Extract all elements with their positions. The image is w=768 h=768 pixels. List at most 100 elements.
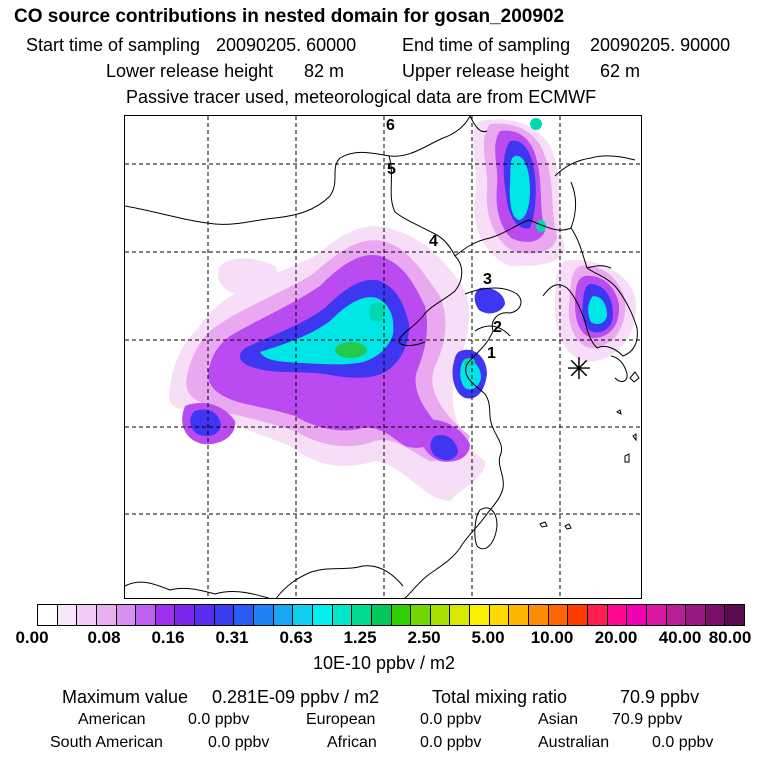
coastline-line [125,581,271,598]
colorbar [37,604,745,626]
border-line [570,181,576,229]
colorbar-tick-5: 1.25 [343,628,377,647]
colorbar-cell [509,605,530,625]
region-value-asian: 70.9 ppbv [612,711,683,728]
plot-title: CO source contributions in nested domain… [14,6,565,27]
region-name-asian: Asian [538,711,579,728]
region-value-south-american: 0.0 ppbv [208,734,270,751]
receptor-asterisk-icon: ✳ [566,352,591,387]
trajectory-label-2: 2 [493,319,502,336]
plume-blue-area [430,435,458,461]
total-mixing-label: Total mixing ratio [432,687,568,707]
plume-peak-area [530,118,542,130]
colorbar-tick-6: 2.50 [407,628,441,647]
colorbar-cell [607,605,628,625]
map-panel: 1 2 3 4 5 6 ✳ [124,115,642,599]
colorbar-cell [489,605,510,625]
colorbar-tick-2: 0.16 [151,628,185,647]
colorbar-cell [195,605,215,625]
coastline-line [610,355,628,382]
lower-height-label: Lower release height [106,61,274,81]
coastline-line [404,287,522,598]
total-mixing-value: 70.9 ppbv [620,687,700,707]
colorbar-cell [587,605,608,625]
island-line [539,521,548,528]
colorbar-cell [214,605,235,625]
plume-cyan-area [509,155,530,220]
colorbar-cell [450,605,471,625]
coastline-line [474,325,511,337]
region-name-african: African [327,734,377,751]
tracer-note: Passive tracer used, meteorological data… [126,87,597,107]
colorbar-cell [391,605,412,625]
colorbar-cell [332,605,353,625]
end-time-value: 20090205. 90000 [590,35,731,55]
colorbar-cell [548,605,569,625]
colorbar-cell [175,605,196,625]
island-line [616,409,622,415]
coastline-line [542,227,638,357]
coastline-line [398,255,463,346]
coastline-line [454,219,572,257]
coastline-layer [125,116,640,598]
trajectory-label-5: 5 [387,161,396,178]
upper-height-label: Upper release height [402,61,570,81]
end-time-label: End time of sampling [402,35,571,55]
upper-height-value: 62 m [600,61,641,81]
colorbar-cell [411,605,431,625]
border-line [554,155,636,177]
colorbar-tick-8: 10.00 [530,628,574,647]
border-line [388,155,456,257]
colorbar-cell [96,605,117,625]
colorbar-tick-10: 40.00 [658,628,702,647]
colorbar-cell [116,605,137,625]
region-name-australian: Australian [538,734,610,751]
colorbar-cell [705,605,726,625]
coastline-line [125,116,471,225]
plume-cyan-area [588,296,607,324]
colorbar-cell [136,605,156,625]
plume-blue-area [474,287,505,314]
colorbar-cell [273,605,294,625]
start-time-value: 20090205. 60000 [216,35,357,55]
lower-height-value: 82 m [304,61,345,81]
start-time-label: Start time of sampling [26,35,201,55]
region-value-european: 0.0 ppbv [420,711,482,728]
trajectory-label-4: 4 [429,233,438,250]
colorbar-cell [77,605,97,625]
colorbar-tick-0: 0.00 [15,628,49,647]
colorbar-cell [430,605,451,625]
colorbar-tick-7: 5.00 [471,628,505,647]
region-value-australian: 0.0 ppbv [652,734,714,751]
border-line [586,265,612,269]
trajectory-label-6: 6 [386,117,395,134]
trajectory-label-1: 1 [487,345,496,362]
island-line [564,523,572,530]
region-name-american: American [78,711,146,728]
plume-peak-area [369,302,385,322]
map-canvas: 1 2 3 4 5 6 ✳ [125,116,641,598]
colorbar-cell [234,605,255,625]
colorbar-cell [312,605,333,625]
colorbar-cell [293,605,313,625]
plume-faint-area [217,258,278,296]
colorbar-cell [529,605,549,625]
colorbar-cell [646,605,667,625]
island-line [474,507,498,550]
gridline-layer [125,116,641,598]
island-line [629,371,640,383]
colorbar-cell [686,605,706,625]
coastline-line [469,116,488,133]
plume-peak-area [536,220,546,232]
colorbar-cell [666,605,687,625]
plume-peak-area [335,342,367,358]
colorbar-cell [352,605,372,625]
colorbar-tick-4: 0.63 [279,628,313,647]
max-value: 0.281E-09 ppbv / m2 [212,687,380,707]
colorbar-tick-9: 20.00 [594,628,638,647]
region-value-african: 0.0 ppbv [420,734,482,751]
colorbar-cell [627,605,647,625]
colorbar-cell [371,605,392,625]
max-value-label: Maximum value [62,687,189,707]
colorbar-cell [155,605,176,625]
